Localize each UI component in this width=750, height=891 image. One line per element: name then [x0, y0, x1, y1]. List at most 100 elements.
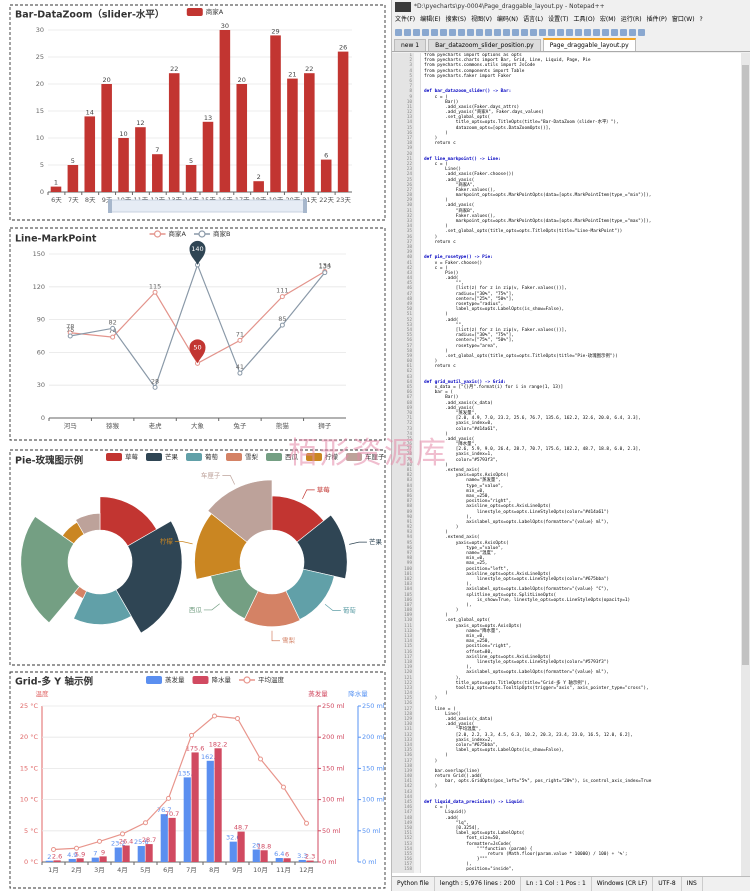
axis-title: 蒸发量	[308, 689, 328, 698]
toolbar-button[interactable]	[566, 28, 573, 36]
toolbar-button[interactable]	[395, 28, 402, 36]
menu-item[interactable]: 设置(T)	[548, 16, 569, 23]
toolbar-button[interactable]	[521, 28, 528, 36]
toolbar-button[interactable]	[575, 28, 582, 36]
code-line: 52 .add(	[392, 317, 741, 323]
line-number: 114	[392, 639, 414, 645]
fold-margin	[414, 172, 421, 178]
point	[166, 795, 171, 801]
code-line: 38	[392, 244, 741, 251]
menu-item[interactable]: 编辑(E)	[420, 16, 441, 23]
code-line: 72 yaxis_index=0,	[392, 421, 741, 427]
fold-margin	[414, 296, 421, 302]
fold-margin	[414, 571, 421, 577]
code-line: 27 Faker.values(),	[392, 187, 741, 194]
toolbar-button[interactable]	[422, 28, 429, 36]
fold-margin	[414, 805, 421, 811]
x-tick-label: 7月	[186, 866, 197, 874]
line-number: 121	[392, 675, 414, 681]
fold-margin	[414, 794, 421, 800]
toolbar-button[interactable]	[467, 28, 474, 36]
toolbar-button[interactable]	[494, 28, 501, 36]
fold-margin	[414, 514, 421, 520]
line-number: 89	[392, 509, 414, 515]
code-line: 12 .add_yaxis("商家A", Faker.days_values)	[392, 110, 741, 116]
line-number: 91	[392, 519, 414, 526]
toolbar-button[interactable]	[611, 28, 618, 36]
legend: 蒸发量 降水量 平均温度	[146, 675, 285, 684]
line-number: 50	[392, 307, 414, 313]
line-number: 146	[392, 805, 414, 811]
menu-item[interactable]: 窗口(W)	[671, 16, 695, 23]
code-text: rosetype="area",	[424, 343, 499, 349]
toolbar-button[interactable]	[512, 28, 519, 36]
code-line: 30 .add_yaxis(	[392, 203, 741, 209]
toolbar-button[interactable]	[431, 28, 438, 36]
toolbar-button[interactable]	[449, 28, 456, 36]
legend-icon	[153, 230, 162, 238]
data-label: 2	[47, 853, 51, 861]
point	[304, 820, 309, 826]
toolbar-button[interactable]	[503, 28, 510, 36]
fold-margin	[414, 696, 421, 702]
bar	[118, 138, 129, 192]
menu-item[interactable]: 宏(M)	[599, 16, 616, 23]
toolbar-button[interactable]	[476, 28, 483, 36]
point	[152, 384, 158, 390]
fold-margin	[414, 742, 421, 749]
y-tick-label: 120	[33, 283, 45, 291]
toolbar-button[interactable]	[638, 28, 645, 36]
toolbar-button[interactable]	[404, 28, 411, 36]
menu-item[interactable]: 搜索(S)	[445, 16, 467, 23]
toolbar-button[interactable]	[620, 28, 627, 36]
data-label: 26	[339, 44, 347, 52]
x-tick-label: 3月	[94, 866, 105, 874]
toolbar-button[interactable]	[584, 28, 591, 36]
point	[212, 713, 217, 719]
scrollbar[interactable]	[741, 53, 750, 877]
menu-item[interactable]: 视图(V)	[471, 16, 492, 23]
toolbar-button[interactable]	[539, 28, 546, 36]
code-text: from pyecharts.charts import Bar, Grid, …	[424, 58, 591, 64]
code-text: )	[424, 691, 448, 697]
bar	[91, 857, 99, 862]
line-number: 150	[392, 825, 414, 832]
toolbar-button[interactable]	[548, 28, 555, 36]
line-number: 42	[392, 265, 414, 271]
fold-margin	[414, 846, 421, 852]
code-line: 144	[392, 794, 741, 800]
tab[interactable]: new 1	[394, 39, 427, 51]
line-number: 117	[392, 654, 414, 660]
menu-item[interactable]: 运行(R)	[620, 16, 642, 23]
toolbar-button[interactable]	[530, 28, 537, 36]
menu-item[interactable]: 插件(P)	[646, 16, 667, 23]
toolbar-button[interactable]	[629, 28, 636, 36]
line-number: 16	[392, 130, 414, 136]
legend-icon	[346, 453, 362, 461]
fold-margin	[414, 348, 421, 354]
code-area: 1 from pyecharts import options as opts 2 f…	[392, 53, 741, 877]
menu-item[interactable]: 文件(F)	[395, 16, 416, 23]
menu-item[interactable]: 编码(N)	[496, 16, 519, 23]
menu-item[interactable]: ?	[699, 16, 703, 23]
toolbar-button[interactable]	[557, 28, 564, 36]
status-field: INS	[682, 877, 703, 891]
code-line: 66 bar = (	[392, 390, 741, 396]
bar	[270, 35, 281, 193]
tab[interactable]: Page_draggable_layout.py	[542, 38, 636, 51]
legend-label: 商家A	[206, 7, 224, 16]
tab[interactable]: Bar_datazoom_slider_position.py	[428, 39, 541, 51]
fold-margin	[414, 841, 421, 847]
toolbar-button[interactable]	[602, 28, 609, 36]
menu-item[interactable]: 语言(L)	[523, 16, 544, 23]
menu-item[interactable]: 工具(O)	[573, 16, 595, 23]
rose-sector	[207, 479, 273, 543]
code-line: 136 )	[392, 753, 741, 759]
toolbar-button[interactable]	[593, 28, 600, 36]
toolbar-button[interactable]	[458, 28, 465, 36]
line-number: 24	[392, 172, 414, 178]
toolbar-button[interactable]	[485, 28, 492, 36]
toolbar-button[interactable]	[440, 28, 447, 36]
toolbar-button[interactable]	[413, 28, 420, 36]
line-number: 136	[392, 753, 414, 759]
